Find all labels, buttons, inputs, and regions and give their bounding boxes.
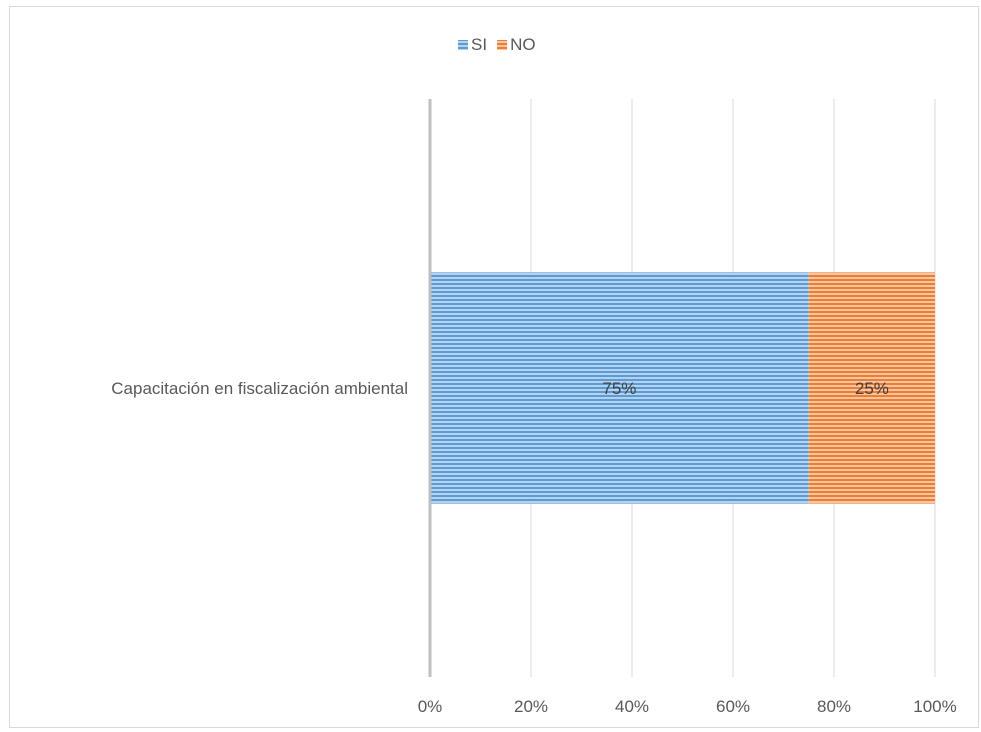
category-labels: Capacitación en fiscalización ambiental — [111, 379, 408, 398]
data-label-no: 25% — [855, 379, 889, 398]
legend-label-no: NO — [510, 35, 536, 54]
legend-swatch-no — [497, 40, 508, 50]
chart-svg: SI NO 0% 20% 40% 60% 80% 100% Capacitación en … — [111, 35, 957, 716]
bar-si — [430, 272, 809, 504]
x-tick-label: 40% — [615, 697, 649, 716]
x-tick-label: 20% — [514, 697, 548, 716]
legend-label-si: SI — [471, 35, 487, 54]
legend: SI NO — [458, 35, 536, 54]
data-labels: 75% 25% — [602, 379, 889, 398]
chart-frame: SI NO 0% 20% 40% 60% 80% 100% Capacitación en … — [9, 6, 979, 728]
legend-swatch-si — [458, 40, 468, 50]
x-tick-label: 80% — [817, 697, 851, 716]
x-tick-label: 60% — [716, 697, 750, 716]
x-tick-labels: 0% 20% 40% 60% 80% 100% — [418, 697, 957, 716]
x-tick-label: 100% — [913, 697, 956, 716]
x-tick-label: 0% — [418, 697, 443, 716]
data-label-si: 75% — [602, 379, 636, 398]
bar-no — [808, 272, 935, 504]
bars — [430, 272, 935, 504]
category-label: Capacitación en fiscalización ambiental — [111, 379, 408, 398]
